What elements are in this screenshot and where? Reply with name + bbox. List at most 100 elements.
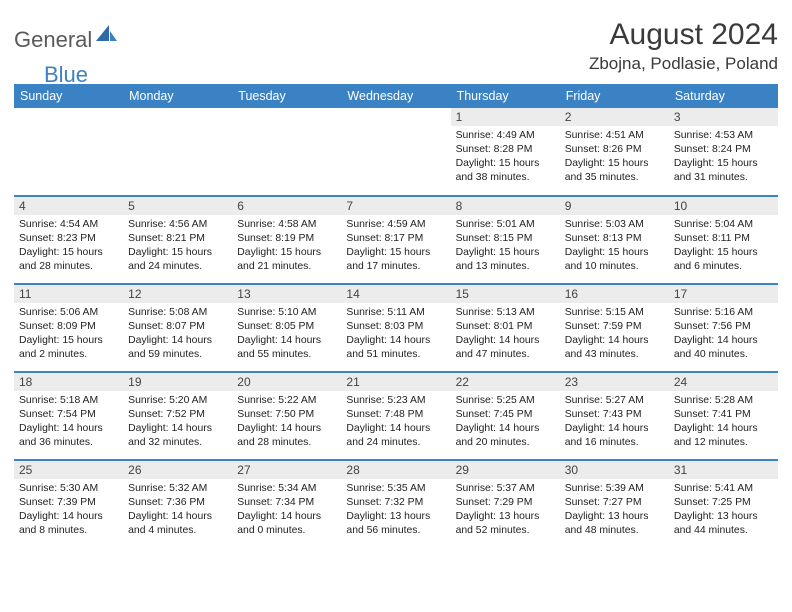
calendar-page: General August 2024 Zbojna, Podlasie, Po…: [0, 0, 792, 558]
day-number: 25: [14, 461, 123, 479]
calendar-cell: 23Sunrise: 5:27 AMSunset: 7:43 PMDayligh…: [560, 372, 669, 460]
calendar-cell: 19Sunrise: 5:20 AMSunset: 7:52 PMDayligh…: [123, 372, 232, 460]
calendar-table: SundayMondayTuesdayWednesdayThursdayFrid…: [14, 84, 778, 548]
day-details: Sunrise: 5:16 AMSunset: 7:56 PMDaylight:…: [669, 303, 778, 366]
day-details: Sunrise: 4:56 AMSunset: 8:21 PMDaylight:…: [123, 215, 232, 278]
calendar-head: SundayMondayTuesdayWednesdayThursdayFrid…: [14, 84, 778, 108]
day-details: Sunrise: 4:54 AMSunset: 8:23 PMDaylight:…: [14, 215, 123, 278]
calendar-cell: 21Sunrise: 5:23 AMSunset: 7:48 PMDayligh…: [341, 372, 450, 460]
day-details: Sunrise: 5:22 AMSunset: 7:50 PMDaylight:…: [232, 391, 341, 454]
day-details: Sunrise: 5:27 AMSunset: 7:43 PMDaylight:…: [560, 391, 669, 454]
day-details: Sunrise: 4:53 AMSunset: 8:24 PMDaylight:…: [669, 126, 778, 189]
day-header: Friday: [560, 84, 669, 108]
logo-text-general: General: [14, 27, 92, 53]
day-header: Thursday: [451, 84, 560, 108]
day-number: 3: [669, 108, 778, 126]
title-block: August 2024 Zbojna, Podlasie, Poland: [589, 18, 778, 74]
calendar-cell: 9Sunrise: 5:03 AMSunset: 8:13 PMDaylight…: [560, 196, 669, 284]
calendar-cell: 28Sunrise: 5:35 AMSunset: 7:32 PMDayligh…: [341, 460, 450, 548]
calendar-cell: 27Sunrise: 5:34 AMSunset: 7:34 PMDayligh…: [232, 460, 341, 548]
day-number: 22: [451, 373, 560, 391]
day-details: Sunrise: 5:37 AMSunset: 7:29 PMDaylight:…: [451, 479, 560, 542]
location: Zbojna, Podlasie, Poland: [589, 54, 778, 74]
day-details: Sunrise: 5:23 AMSunset: 7:48 PMDaylight:…: [341, 391, 450, 454]
month-title: August 2024: [589, 18, 778, 52]
calendar-week: 11Sunrise: 5:06 AMSunset: 8:09 PMDayligh…: [14, 284, 778, 372]
day-details: Sunrise: 5:04 AMSunset: 8:11 PMDaylight:…: [669, 215, 778, 278]
day-number: 9: [560, 197, 669, 215]
day-details: Sunrise: 5:34 AMSunset: 7:34 PMDaylight:…: [232, 479, 341, 542]
day-details: Sunrise: 5:01 AMSunset: 8:15 PMDaylight:…: [451, 215, 560, 278]
day-details: Sunrise: 5:13 AMSunset: 8:01 PMDaylight:…: [451, 303, 560, 366]
day-number: 26: [123, 461, 232, 479]
day-number: 13: [232, 285, 341, 303]
day-number: 4: [14, 197, 123, 215]
calendar-body: 1Sunrise: 4:49 AMSunset: 8:28 PMDaylight…: [14, 108, 778, 548]
day-number: 17: [669, 285, 778, 303]
day-number: 16: [560, 285, 669, 303]
day-number: 28: [341, 461, 450, 479]
day-number: 20: [232, 373, 341, 391]
day-number: 12: [123, 285, 232, 303]
day-number: 30: [560, 461, 669, 479]
day-number: 8: [451, 197, 560, 215]
day-number: 29: [451, 461, 560, 479]
day-number: 18: [14, 373, 123, 391]
day-number: 27: [232, 461, 341, 479]
calendar-cell: 4Sunrise: 4:54 AMSunset: 8:23 PMDaylight…: [14, 196, 123, 284]
day-details: Sunrise: 5:06 AMSunset: 8:09 PMDaylight:…: [14, 303, 123, 366]
day-details: Sunrise: 5:15 AMSunset: 7:59 PMDaylight:…: [560, 303, 669, 366]
calendar-cell: 30Sunrise: 5:39 AMSunset: 7:27 PMDayligh…: [560, 460, 669, 548]
day-number: 1: [451, 108, 560, 126]
calendar-week: 18Sunrise: 5:18 AMSunset: 7:54 PMDayligh…: [14, 372, 778, 460]
day-details: Sunrise: 5:11 AMSunset: 8:03 PMDaylight:…: [341, 303, 450, 366]
day-details: Sunrise: 5:32 AMSunset: 7:36 PMDaylight:…: [123, 479, 232, 542]
calendar-cell: 13Sunrise: 5:10 AMSunset: 8:05 PMDayligh…: [232, 284, 341, 372]
day-header: Wednesday: [341, 84, 450, 108]
calendar-cell: 6Sunrise: 4:58 AMSunset: 8:19 PMDaylight…: [232, 196, 341, 284]
calendar-cell: 31Sunrise: 5:41 AMSunset: 7:25 PMDayligh…: [669, 460, 778, 548]
day-details: Sunrise: 5:20 AMSunset: 7:52 PMDaylight:…: [123, 391, 232, 454]
day-number: 24: [669, 373, 778, 391]
day-details: Sunrise: 4:58 AMSunset: 8:19 PMDaylight:…: [232, 215, 341, 278]
calendar-cell: [14, 108, 123, 196]
calendar-cell: 17Sunrise: 5:16 AMSunset: 7:56 PMDayligh…: [669, 284, 778, 372]
day-details: Sunrise: 5:39 AMSunset: 7:27 PMDaylight:…: [560, 479, 669, 542]
calendar-cell: 10Sunrise: 5:04 AMSunset: 8:11 PMDayligh…: [669, 196, 778, 284]
day-number: 11: [14, 285, 123, 303]
day-details: Sunrise: 5:25 AMSunset: 7:45 PMDaylight:…: [451, 391, 560, 454]
calendar-cell: [341, 108, 450, 196]
day-number: 14: [341, 285, 450, 303]
day-number: 23: [560, 373, 669, 391]
day-details: Sunrise: 4:51 AMSunset: 8:26 PMDaylight:…: [560, 126, 669, 189]
calendar-cell: 3Sunrise: 4:53 AMSunset: 8:24 PMDaylight…: [669, 108, 778, 196]
day-header: Monday: [123, 84, 232, 108]
day-details: Sunrise: 5:10 AMSunset: 8:05 PMDaylight:…: [232, 303, 341, 366]
calendar-week: 4Sunrise: 4:54 AMSunset: 8:23 PMDaylight…: [14, 196, 778, 284]
header: General August 2024 Zbojna, Podlasie, Po…: [14, 18, 778, 74]
calendar-cell: 26Sunrise: 5:32 AMSunset: 7:36 PMDayligh…: [123, 460, 232, 548]
calendar-week: 1Sunrise: 4:49 AMSunset: 8:28 PMDaylight…: [14, 108, 778, 196]
day-number: 7: [341, 197, 450, 215]
calendar-cell: 24Sunrise: 5:28 AMSunset: 7:41 PMDayligh…: [669, 372, 778, 460]
day-number: 21: [341, 373, 450, 391]
calendar-week: 25Sunrise: 5:30 AMSunset: 7:39 PMDayligh…: [14, 460, 778, 548]
day-details: Sunrise: 5:18 AMSunset: 7:54 PMDaylight:…: [14, 391, 123, 454]
calendar-cell: 1Sunrise: 4:49 AMSunset: 8:28 PMDaylight…: [451, 108, 560, 196]
day-details: Sunrise: 5:30 AMSunset: 7:39 PMDaylight:…: [14, 479, 123, 542]
day-number: 5: [123, 197, 232, 215]
calendar-cell: 12Sunrise: 5:08 AMSunset: 8:07 PMDayligh…: [123, 284, 232, 372]
calendar-cell: 11Sunrise: 5:06 AMSunset: 8:09 PMDayligh…: [14, 284, 123, 372]
calendar-cell: 18Sunrise: 5:18 AMSunset: 7:54 PMDayligh…: [14, 372, 123, 460]
day-details: Sunrise: 4:49 AMSunset: 8:28 PMDaylight:…: [451, 126, 560, 189]
calendar-cell: 15Sunrise: 5:13 AMSunset: 8:01 PMDayligh…: [451, 284, 560, 372]
calendar-cell: 2Sunrise: 4:51 AMSunset: 8:26 PMDaylight…: [560, 108, 669, 196]
calendar-cell: 8Sunrise: 5:01 AMSunset: 8:15 PMDaylight…: [451, 196, 560, 284]
calendar-cell: 25Sunrise: 5:30 AMSunset: 7:39 PMDayligh…: [14, 460, 123, 548]
day-details: Sunrise: 5:28 AMSunset: 7:41 PMDaylight:…: [669, 391, 778, 454]
day-number: 19: [123, 373, 232, 391]
day-details: Sunrise: 5:35 AMSunset: 7:32 PMDaylight:…: [341, 479, 450, 542]
calendar-cell: 22Sunrise: 5:25 AMSunset: 7:45 PMDayligh…: [451, 372, 560, 460]
day-details: Sunrise: 5:08 AMSunset: 8:07 PMDaylight:…: [123, 303, 232, 366]
calendar-cell: 20Sunrise: 5:22 AMSunset: 7:50 PMDayligh…: [232, 372, 341, 460]
